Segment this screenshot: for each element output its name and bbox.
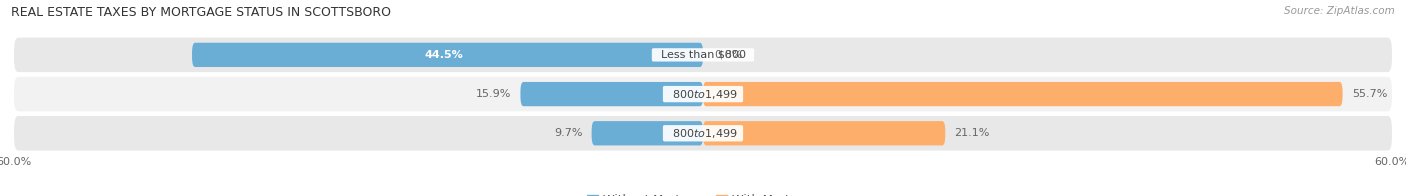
Text: $800 to $1,499: $800 to $1,499: [665, 88, 741, 101]
FancyBboxPatch shape: [193, 43, 703, 67]
Text: Less than $800: Less than $800: [654, 50, 752, 60]
FancyBboxPatch shape: [520, 82, 703, 106]
Text: 44.5%: 44.5%: [425, 50, 464, 60]
FancyBboxPatch shape: [14, 77, 1392, 111]
Text: $800 to $1,499: $800 to $1,499: [665, 127, 741, 140]
Text: Source: ZipAtlas.com: Source: ZipAtlas.com: [1284, 6, 1395, 16]
FancyBboxPatch shape: [703, 121, 945, 145]
Legend: Without Mortgage, With Mortgage: Without Mortgage, With Mortgage: [582, 189, 824, 196]
FancyBboxPatch shape: [703, 82, 1343, 106]
FancyBboxPatch shape: [14, 116, 1392, 151]
Text: 21.1%: 21.1%: [955, 128, 990, 138]
FancyBboxPatch shape: [592, 121, 703, 145]
Text: 15.9%: 15.9%: [475, 89, 512, 99]
FancyBboxPatch shape: [14, 38, 1392, 72]
Text: 0.0%: 0.0%: [714, 50, 742, 60]
Text: 55.7%: 55.7%: [1351, 89, 1388, 99]
Text: 9.7%: 9.7%: [554, 128, 582, 138]
Text: REAL ESTATE TAXES BY MORTGAGE STATUS IN SCOTTSBORO: REAL ESTATE TAXES BY MORTGAGE STATUS IN …: [11, 6, 391, 19]
